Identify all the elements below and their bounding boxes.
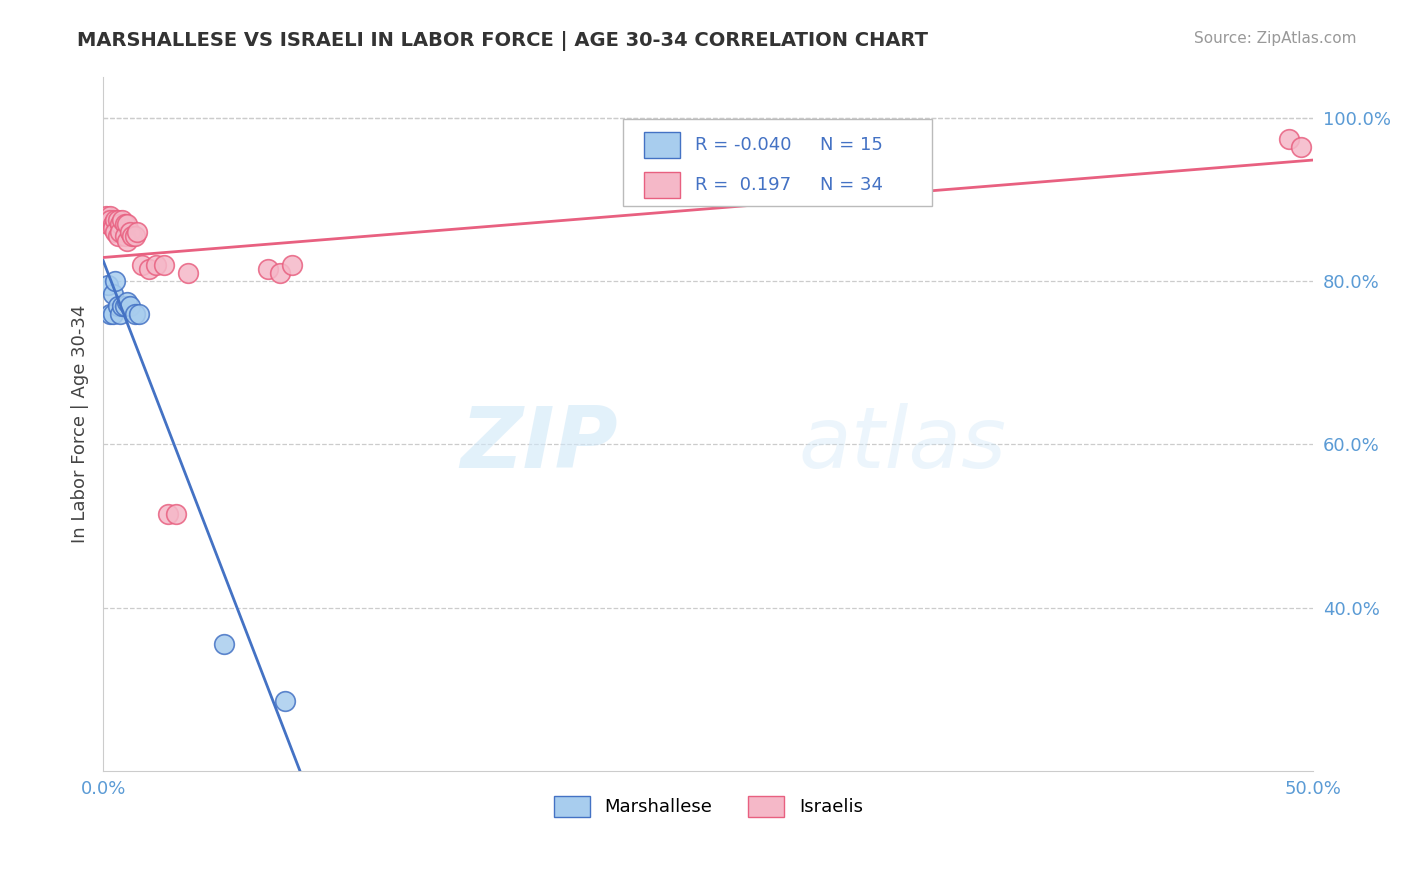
Point	[273, 694, 295, 708]
Text: Source: ZipAtlas.com: Source: ZipAtlas.com	[1194, 31, 1357, 46]
Point	[100, 209, 122, 223]
Point	[114, 217, 136, 231]
Point	[117, 294, 139, 309]
Point	[118, 299, 141, 313]
Point	[269, 266, 291, 280]
Point	[131, 258, 153, 272]
Text: N = 15: N = 15	[820, 136, 883, 153]
Text: R =  0.197: R = 0.197	[695, 176, 792, 194]
Point	[100, 213, 122, 227]
Point	[108, 217, 131, 231]
Point	[256, 262, 278, 277]
Point	[111, 213, 134, 227]
Point	[104, 274, 127, 288]
Text: R = -0.040: R = -0.040	[695, 136, 792, 153]
Point	[104, 213, 127, 227]
Y-axis label: In Labor Force | Age 30-34: In Labor Force | Age 30-34	[72, 305, 89, 543]
Point	[108, 226, 131, 240]
Point	[100, 307, 122, 321]
Text: atlas: atlas	[799, 403, 1007, 486]
Point	[125, 226, 148, 240]
FancyBboxPatch shape	[623, 119, 932, 206]
Point	[97, 213, 120, 227]
Point	[152, 258, 174, 272]
FancyBboxPatch shape	[644, 171, 681, 198]
Point	[111, 299, 134, 313]
Point	[1289, 140, 1312, 154]
FancyBboxPatch shape	[644, 132, 681, 158]
Point	[121, 229, 143, 244]
Text: ZIP: ZIP	[460, 403, 617, 486]
Text: N = 34: N = 34	[820, 176, 883, 194]
Text: MARSHALLESE VS ISRAELI IN LABOR FORCE | AGE 30-34 CORRELATION CHART: MARSHALLESE VS ISRAELI IN LABOR FORCE | …	[77, 31, 928, 51]
Point	[101, 286, 124, 301]
Point	[165, 507, 187, 521]
Point	[101, 217, 124, 231]
Legend: Marshallese, Israelis: Marshallese, Israelis	[547, 789, 870, 824]
Point	[138, 262, 160, 277]
Point	[124, 307, 146, 321]
Point	[107, 213, 129, 227]
Point	[117, 234, 139, 248]
Point	[114, 299, 136, 313]
Point	[118, 226, 141, 240]
Point	[108, 307, 131, 321]
Point	[124, 229, 146, 244]
Point	[101, 221, 124, 235]
Point	[157, 507, 180, 521]
Point	[128, 307, 150, 321]
Point	[104, 226, 127, 240]
Point	[97, 217, 120, 231]
Point	[177, 266, 200, 280]
Point	[1278, 131, 1301, 145]
Point	[114, 229, 136, 244]
Point	[145, 258, 167, 272]
Point	[212, 637, 235, 651]
Point	[107, 299, 129, 313]
Point	[117, 217, 139, 231]
Point	[94, 209, 117, 223]
Point	[97, 278, 120, 293]
Point	[281, 258, 304, 272]
Point	[107, 229, 129, 244]
Point	[101, 307, 124, 321]
